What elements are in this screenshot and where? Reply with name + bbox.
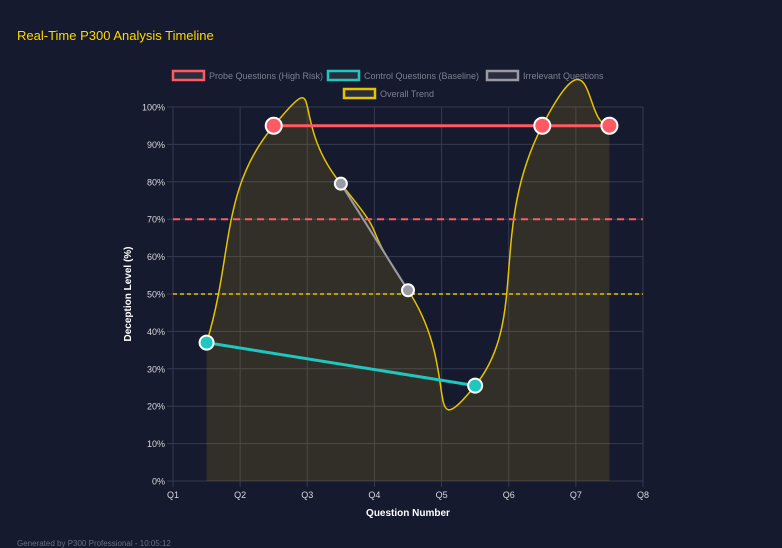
legend-label: Control Questions (Baseline) bbox=[364, 71, 479, 81]
y-tick-label: 80% bbox=[147, 177, 165, 187]
legend-swatch bbox=[485, 69, 520, 82]
control-series-line bbox=[206, 341, 476, 388]
y-tick-label: 60% bbox=[147, 252, 165, 262]
x-tick-label: Q6 bbox=[503, 490, 515, 500]
y-tick-label: 100% bbox=[142, 103, 165, 113]
y-tick-label: 0% bbox=[152, 477, 165, 487]
probe-data-point bbox=[600, 116, 619, 135]
irrelevant-data-point bbox=[401, 283, 415, 298]
y-tick-label: 70% bbox=[147, 215, 165, 225]
legend-label: Overall Trend bbox=[380, 89, 434, 99]
x-tick-label: Q4 bbox=[368, 490, 380, 500]
y-tick-label: 30% bbox=[147, 364, 165, 374]
x-axis-label: Question Number bbox=[366, 508, 450, 519]
legend-label: Probe Questions (High Risk) bbox=[209, 71, 323, 81]
legend-swatch bbox=[342, 87, 377, 100]
y-tick-label: 10% bbox=[147, 439, 165, 449]
y-tick-label: 20% bbox=[147, 402, 165, 412]
irrelevant-series-line bbox=[340, 183, 409, 291]
x-tick-label: Q5 bbox=[436, 490, 448, 500]
x-tick-label: Q3 bbox=[301, 490, 313, 500]
control-data-point bbox=[467, 377, 484, 394]
x-tick-label: Q2 bbox=[234, 490, 246, 500]
legend-label: Irrelevant Questions bbox=[523, 71, 604, 81]
y-axis-label: Deception Level (%) bbox=[123, 246, 134, 341]
legend-swatch bbox=[171, 69, 206, 82]
control-data-point bbox=[198, 334, 215, 351]
probe-data-point bbox=[264, 116, 283, 135]
y-tick-label: 50% bbox=[147, 290, 165, 300]
x-tick-label: Q8 bbox=[637, 490, 649, 500]
x-tick-label: Q1 bbox=[167, 490, 179, 500]
chart-title: Real-Time P300 Analysis Timeline bbox=[17, 28, 214, 43]
y-tick-label: 40% bbox=[147, 327, 165, 337]
x-tick-label: Q7 bbox=[570, 490, 582, 500]
y-tick-label: 90% bbox=[147, 140, 165, 150]
footer-text: Generated by P300 Professional - 10:05:1… bbox=[17, 539, 171, 548]
legend-swatch bbox=[326, 69, 361, 82]
trend-area-fill bbox=[206, 79, 610, 481]
probe-data-point bbox=[533, 116, 552, 135]
irrelevant-data-point bbox=[333, 176, 348, 191]
